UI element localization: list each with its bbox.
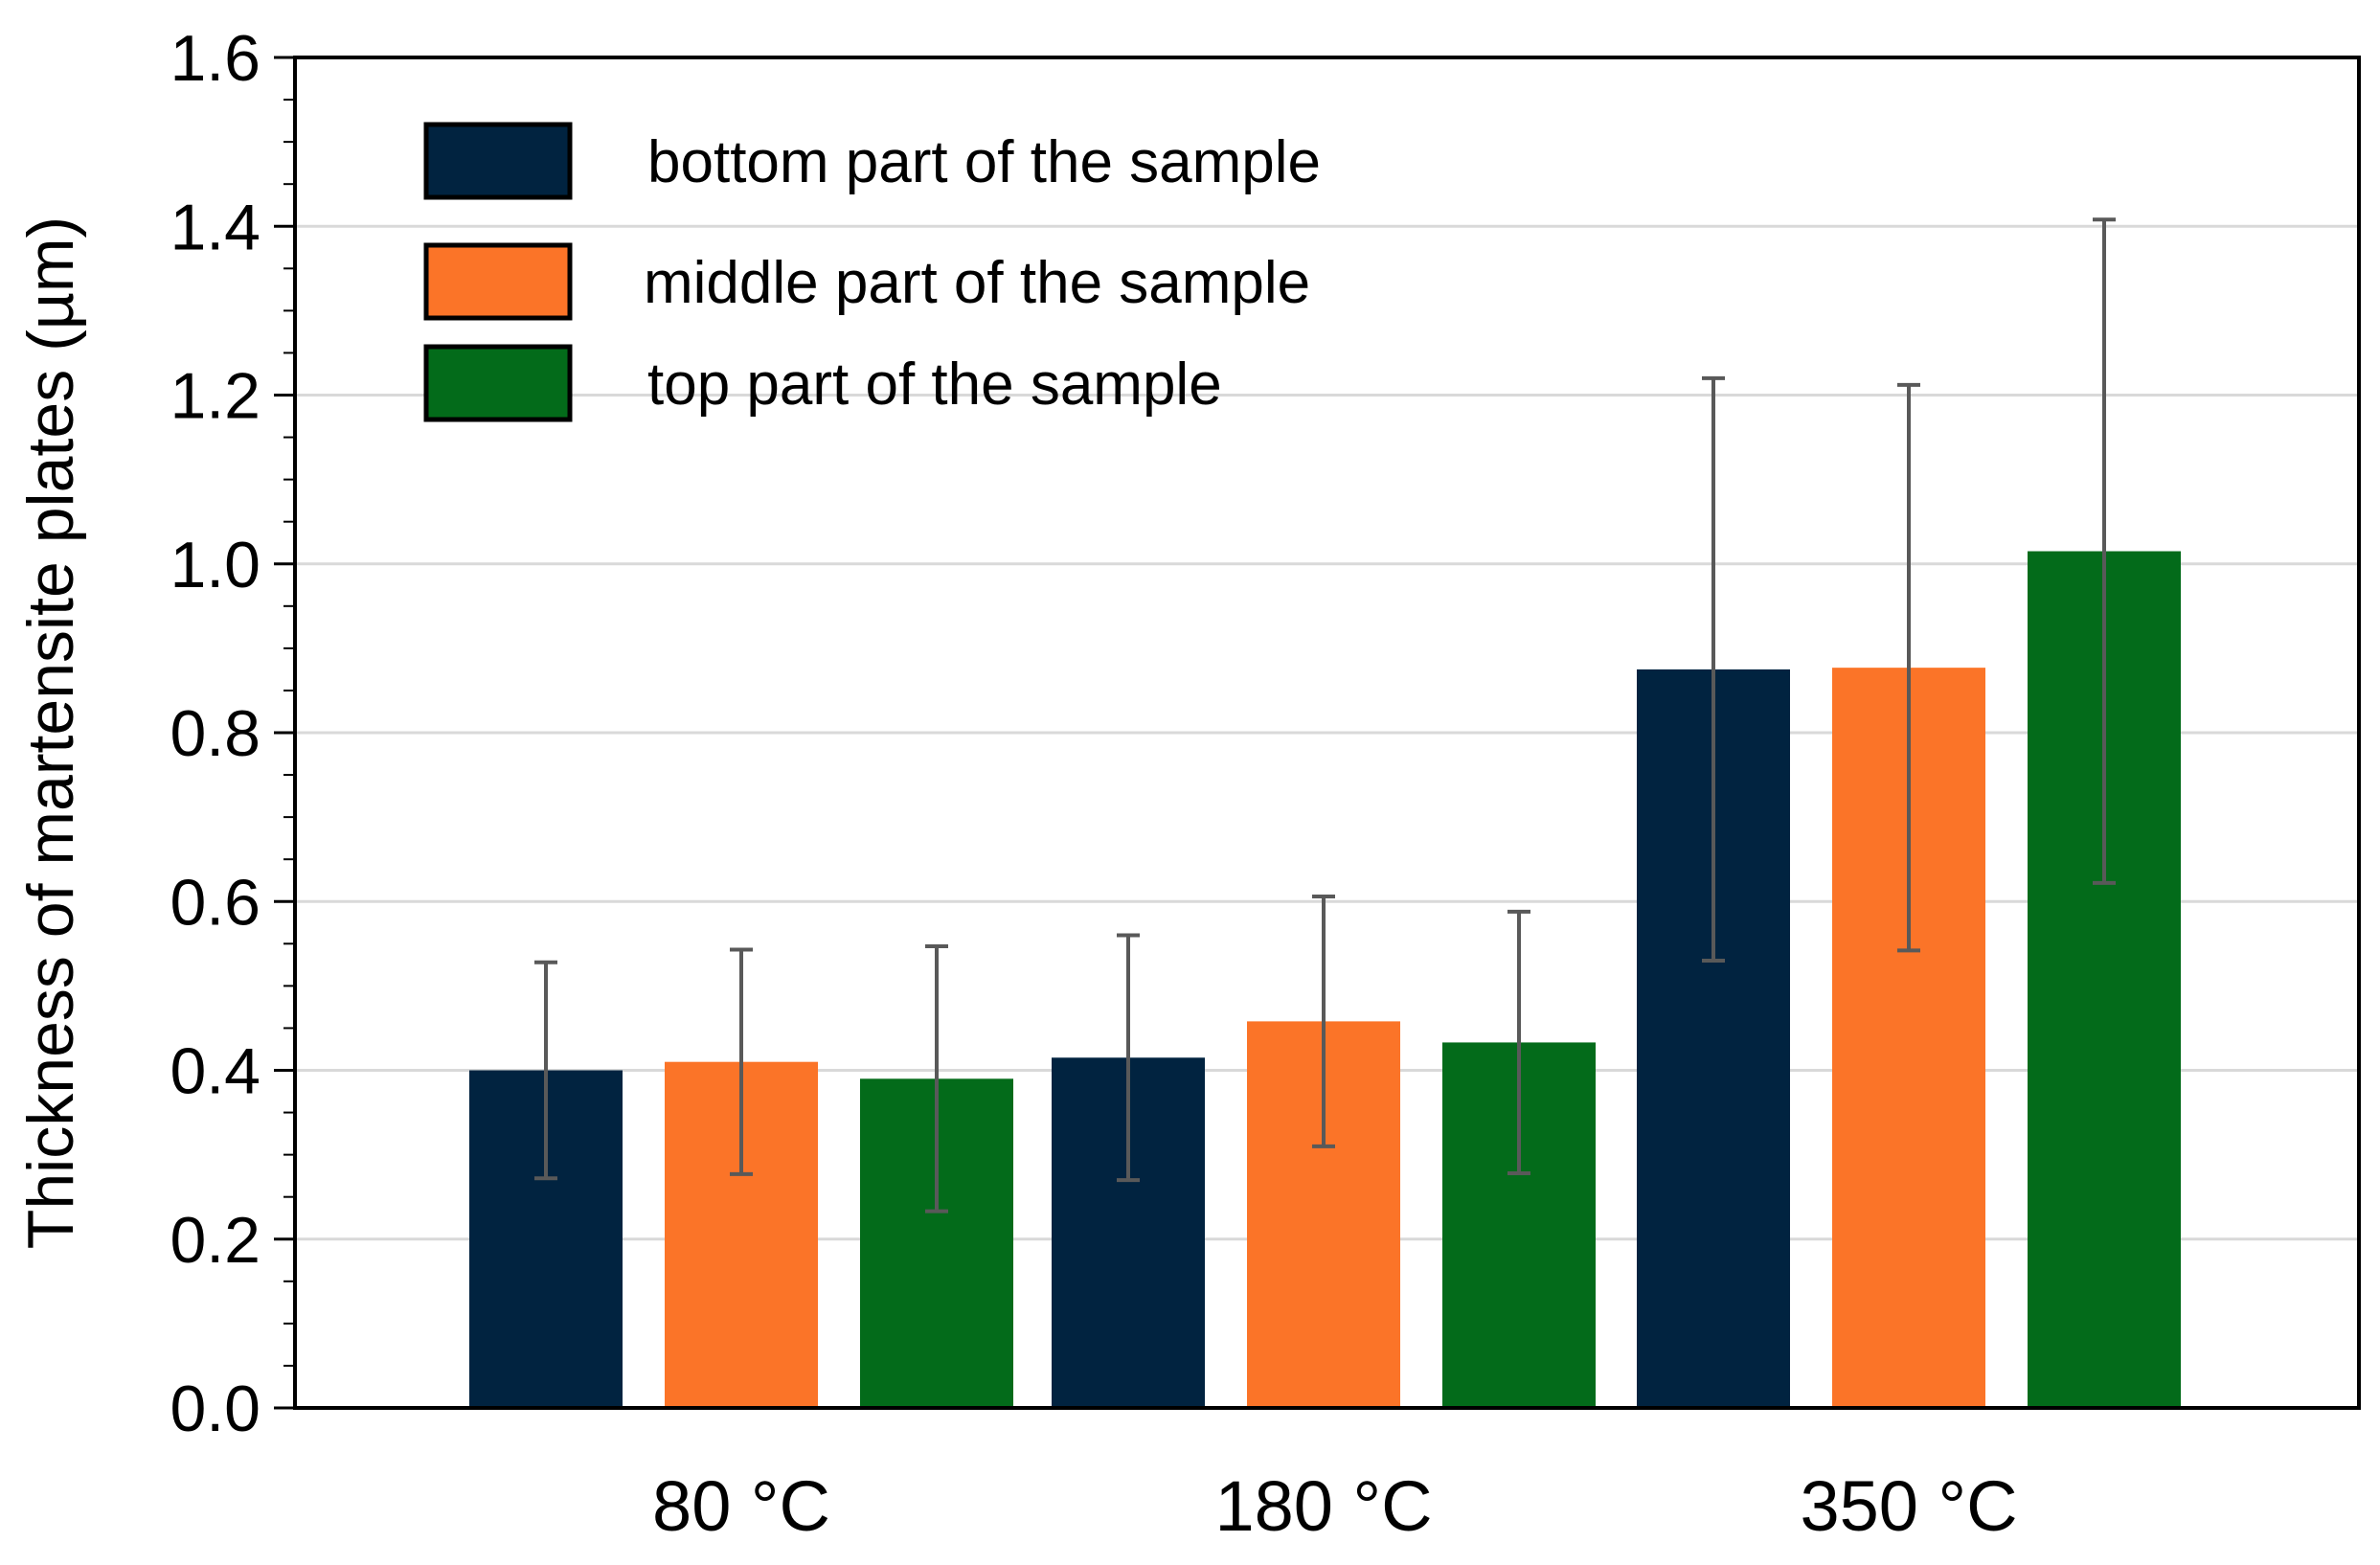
y-tick-label: 1.4 <box>170 191 261 263</box>
legend: bottom part of the sample middle part of … <box>423 122 1321 422</box>
x-axis-category-labels: 80 °C 180 °C 350 °C <box>652 1466 2017 1546</box>
y-tick-label: 1.0 <box>170 529 261 601</box>
legend-swatch-1 <box>423 242 573 321</box>
y-tick-label: 1.2 <box>170 360 261 433</box>
y-axis-tick-labels: 0.0 0.2 0.4 0.6 0.8 1.0 1.2 1.4 1.6 <box>170 22 261 1445</box>
y-axis-title: Thickness of martensite plates (µm) <box>14 216 87 1249</box>
legend-label-2: top part of the sample <box>647 352 1222 418</box>
plot-area-frame <box>293 56 2361 1410</box>
y-tick-label: 1.6 <box>170 22 261 95</box>
x-category-label: 80 °C <box>652 1466 830 1546</box>
error-bars <box>534 217 2116 1213</box>
x-category-label: 350 °C <box>1800 1466 2017 1546</box>
legend-label-0: bottom part of the sample <box>647 129 1321 195</box>
legend-swatch-2 <box>423 344 573 422</box>
y-tick-label: 0.0 <box>170 1372 261 1445</box>
x-category-label: 180 °C <box>1214 1466 1432 1546</box>
y-tick-label: 0.8 <box>170 697 261 770</box>
legend-label-1: middle part of the sample <box>644 250 1310 316</box>
y-tick-label: 0.2 <box>170 1204 261 1277</box>
legend-swatch-0 <box>423 122 573 200</box>
y-tick-label: 0.4 <box>170 1035 261 1108</box>
y-tick-label: 0.6 <box>170 866 261 939</box>
